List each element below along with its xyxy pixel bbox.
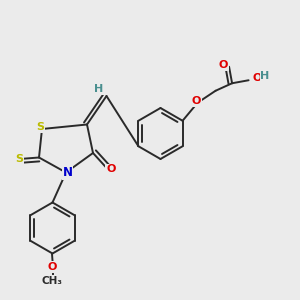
- Text: N: N: [62, 166, 73, 179]
- Text: CH₃: CH₃: [42, 275, 63, 286]
- Text: O: O: [48, 262, 57, 272]
- Text: O: O: [219, 60, 228, 70]
- Text: S: S: [16, 154, 23, 164]
- Text: H: H: [260, 71, 270, 81]
- Text: S: S: [37, 122, 44, 133]
- Text: O: O: [106, 164, 116, 175]
- Text: OH: OH: [252, 73, 271, 83]
- Text: O: O: [191, 96, 201, 106]
- Text: H: H: [94, 84, 103, 94]
